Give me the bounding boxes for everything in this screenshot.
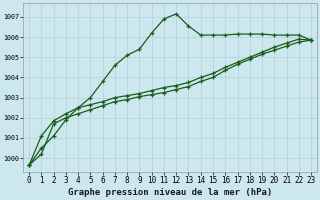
X-axis label: Graphe pression niveau de la mer (hPa): Graphe pression niveau de la mer (hPa) [68, 188, 272, 197]
